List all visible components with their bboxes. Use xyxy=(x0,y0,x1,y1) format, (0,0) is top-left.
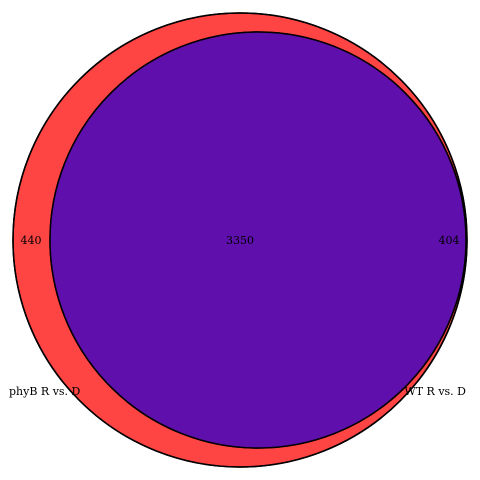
set-a-outline xyxy=(12,12,468,468)
set-a-label: phyB R vs. D xyxy=(9,385,81,398)
set-b-label: WT R vs. D xyxy=(404,385,466,398)
set-b-outline xyxy=(49,31,467,449)
intersection-region xyxy=(50,32,466,448)
set-a-only-count: 440 xyxy=(21,234,42,247)
intersection-count: 3350 xyxy=(226,234,254,247)
set-b-only-count: 404 xyxy=(439,234,460,247)
